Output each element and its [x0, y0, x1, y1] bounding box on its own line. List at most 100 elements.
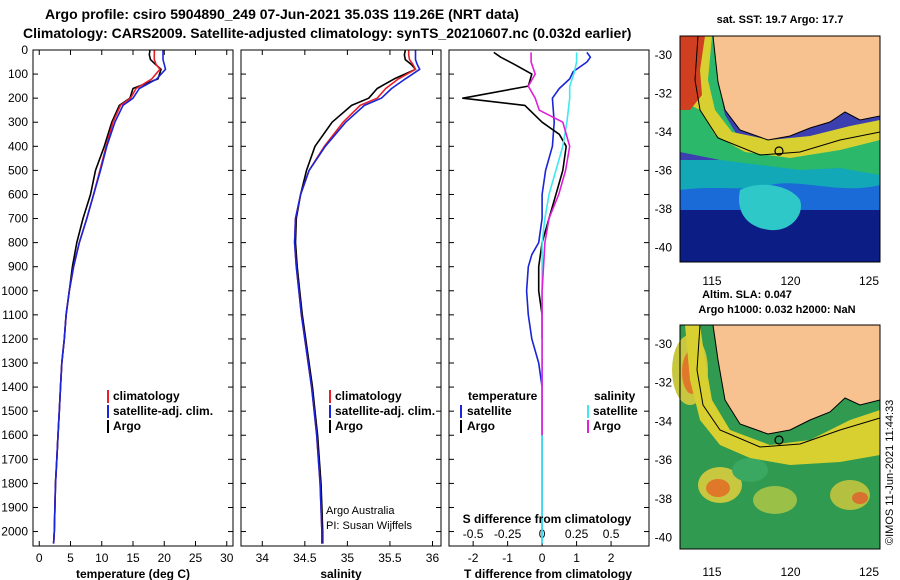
- legend-label-climatology: climatology: [335, 389, 402, 403]
- depth-tick-label: 0: [21, 43, 28, 57]
- figure-title-line2: Climatology: CARS2009. Satellite-adjuste…: [23, 25, 631, 41]
- difference-x-tick-label: -2: [468, 551, 479, 565]
- s-difference-tick-label: 0.5: [603, 527, 620, 541]
- sst-map-title: sat. SST: 19.7 Argo: 17.7: [717, 14, 844, 26]
- s-difference-tick-label: 0.25: [565, 527, 589, 541]
- depth-tick-label: 600: [8, 187, 28, 201]
- legend-label-s-satellite: satellite: [593, 404, 638, 418]
- difference-series-temperature-Argo: [461, 51, 568, 339]
- salinity-x-tick-label: 36: [426, 551, 440, 565]
- sst-lon-tick-label: 125: [859, 274, 879, 288]
- legend-label-argo: Argo: [335, 419, 363, 433]
- difference-x-tick-label: 1: [573, 551, 580, 565]
- temperature-xlabel: temperature (deg C): [76, 567, 190, 580]
- legend-title-salinity: salinity: [594, 389, 636, 403]
- difference-legend: temperature satellite Argo salinity sate…: [460, 389, 638, 433]
- depth-tick-label: 1500: [1, 404, 28, 418]
- temperature-x-tick-label: 5: [67, 551, 74, 565]
- sst-lat-tick-label: -32: [655, 87, 673, 101]
- sst-argo-location-marker: [774, 146, 784, 156]
- sla-anomaly-low: [732, 458, 768, 482]
- legend-label-satellite: satellite-adj. clim.: [335, 404, 435, 418]
- temperature-x-tick-label: 0: [36, 551, 43, 565]
- depth-tick-label: 100: [8, 67, 28, 81]
- temperature-series-argo: [52, 50, 162, 544]
- sst-warmest-band: [680, 36, 705, 110]
- temperature-x-tick-label: 30: [220, 551, 234, 565]
- sst-lon-tick-label: 120: [780, 274, 800, 288]
- legend-label-t-argo: Argo: [467, 419, 495, 433]
- difference-chart: -2 -1 0 1 2-0.5 -0.25 0 0.25 0.5: [461, 51, 620, 565]
- salinity-series-satellite-adj-clim-: [293, 50, 421, 544]
- credit-pi: PI: Susan Wijffels: [326, 520, 412, 532]
- temperature-legend: climatology satellite-adj. clim. Argo: [107, 389, 213, 433]
- depth-tick-label: 700: [8, 212, 28, 226]
- difference-series-salinity-Argo: [527, 52, 571, 436]
- difference-plot-frame: [448, 49, 650, 547]
- sst-lon-tick-label: 115: [702, 274, 721, 288]
- sla-lon-tick-label: 125: [859, 565, 879, 579]
- sla-lat-tick-label: -30: [655, 337, 673, 351]
- sla-lat-tick-label: -34: [655, 414, 673, 428]
- sla-anomaly-peak-south: [706, 479, 730, 497]
- sst-lat-tick-label: -36: [655, 164, 673, 178]
- s-difference-tick-label: -0.25: [494, 527, 522, 541]
- sla-lat-tick-label: -32: [655, 376, 673, 390]
- depth-tick-label: 1600: [1, 428, 28, 442]
- temperature-chart: 0 5 10 15 20 25 30: [36, 50, 234, 565]
- salinity-x-tick-label: 34: [256, 551, 270, 565]
- legend-label-satellite: satellite-adj. clim.: [113, 404, 213, 418]
- depth-tick-label: 200: [8, 91, 28, 105]
- sla-argo-location-marker: [774, 435, 784, 445]
- salinity-plot-frame: [240, 49, 442, 547]
- depth-tick-label: 2000: [1, 525, 28, 539]
- salinity-legend: climatology satellite-adj. clim. Argo Ar…: [326, 389, 435, 532]
- difference-xlabel: T difference from climatology: [464, 567, 632, 580]
- difference-x-tick-label: 0: [539, 551, 546, 565]
- temperature-plot-frame: [32, 49, 234, 547]
- sla-anomaly-peak-east: [852, 492, 868, 504]
- depth-tick-label: 1800: [1, 476, 28, 490]
- depth-tick-label: 500: [8, 163, 28, 177]
- sst-lat-tick-label: -30: [655, 48, 673, 62]
- sla-map-title-line1: Altim. SLA: 0.047: [702, 289, 792, 301]
- depth-tick-label: 800: [8, 236, 28, 250]
- salinity-chart: 34 34.5 35 35.5 36: [256, 50, 440, 565]
- salinity-x-tick-label: 35.5: [378, 551, 402, 565]
- salinity-x-tick-label: 34.5: [293, 551, 317, 565]
- depth-tick-label: 300: [8, 115, 28, 129]
- difference-series-temperature-satellite: [525, 51, 592, 544]
- legend-title-temperature: temperature: [468, 389, 538, 403]
- depth-tick-label: 1100: [2, 308, 28, 322]
- depth-axis: 0 100 200 300 400 500 600 700 800 900 1000 1100 1200…: [1, 43, 649, 539]
- sla-anomaly-mid: [753, 486, 797, 514]
- sla-map-frame: [679, 324, 881, 550]
- temperature-series-satellite-adj-clim-: [52, 50, 167, 544]
- sla-lat-tick-label: -40: [655, 531, 673, 545]
- legend-label-climatology: climatology: [113, 389, 180, 403]
- sst-lat-tick-label: -34: [655, 125, 673, 139]
- s-difference-tick-label: -0.5: [463, 527, 484, 541]
- legend-label-argo: Argo: [113, 419, 141, 433]
- sst-isobath: [694, 35, 881, 156]
- sst-lat-tick-label: -40: [655, 241, 673, 255]
- sst-eddy: [739, 184, 801, 231]
- figure-title-line1: Argo profile: csiro 5904890_249 07-Jun-2…: [45, 6, 519, 22]
- sla-coastal-band: [685, 325, 880, 465]
- map-axes: -30 -30 -32 -32 -34 -34 -36 -36 -38 -38 -40 -40 115 1…: [655, 48, 880, 579]
- depth-tick-label: 1700: [1, 452, 28, 466]
- depth-tick-label: 400: [8, 139, 28, 153]
- salinity-series-argo: [294, 50, 417, 544]
- imos-stamp: ©IMOS 11-Jun-2021 11:44:33: [884, 400, 896, 545]
- difference-x-tick-label: 2: [608, 551, 615, 565]
- sst-map: [679, 35, 881, 263]
- depth-tick-label: 900: [8, 260, 28, 274]
- sla-lon-tick-label: 120: [780, 565, 800, 579]
- salinity-series-climatology: [293, 50, 417, 544]
- credit-argo-australia: Argo Australia: [326, 505, 395, 517]
- depth-tick-label: 1300: [1, 356, 28, 370]
- depth-tick-label: 1900: [1, 500, 28, 514]
- sla-map-title-line2: Argo h1000: 0.032 h2000: NaN: [698, 304, 855, 316]
- sst-lat-tick-label: -38: [655, 202, 673, 216]
